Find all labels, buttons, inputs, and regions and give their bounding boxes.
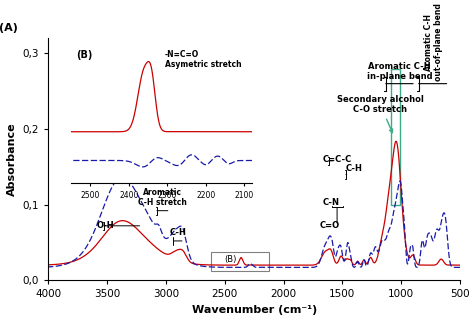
Text: C-N: C-N xyxy=(323,198,340,207)
Y-axis label: Absorbance: Absorbance xyxy=(7,122,17,196)
Text: C-H: C-H xyxy=(346,164,362,173)
Text: O-H: O-H xyxy=(97,220,114,230)
Text: (A): (A) xyxy=(0,24,18,33)
X-axis label: Wavenumber (cm⁻¹): Wavenumber (cm⁻¹) xyxy=(191,305,317,315)
Text: Aromatic C-H
out-of-plane bend: Aromatic C-H out-of-plane bend xyxy=(424,4,443,81)
Text: Secondary alcohol
C-O stretch: Secondary alcohol C-O stretch xyxy=(337,94,423,133)
Text: Aromatic
C-H stretch: Aromatic C-H stretch xyxy=(138,188,187,207)
Text: C=C-C: C=C-C xyxy=(323,155,352,164)
Text: (B): (B) xyxy=(224,255,237,263)
Text: C-H: C-H xyxy=(169,228,186,237)
Bar xyxy=(210,252,269,271)
Text: Aromatic C-H
in-plane bend: Aromatic C-H in-plane bend xyxy=(366,62,432,81)
Bar xyxy=(391,69,400,204)
Text: C=O: C=O xyxy=(320,221,340,230)
